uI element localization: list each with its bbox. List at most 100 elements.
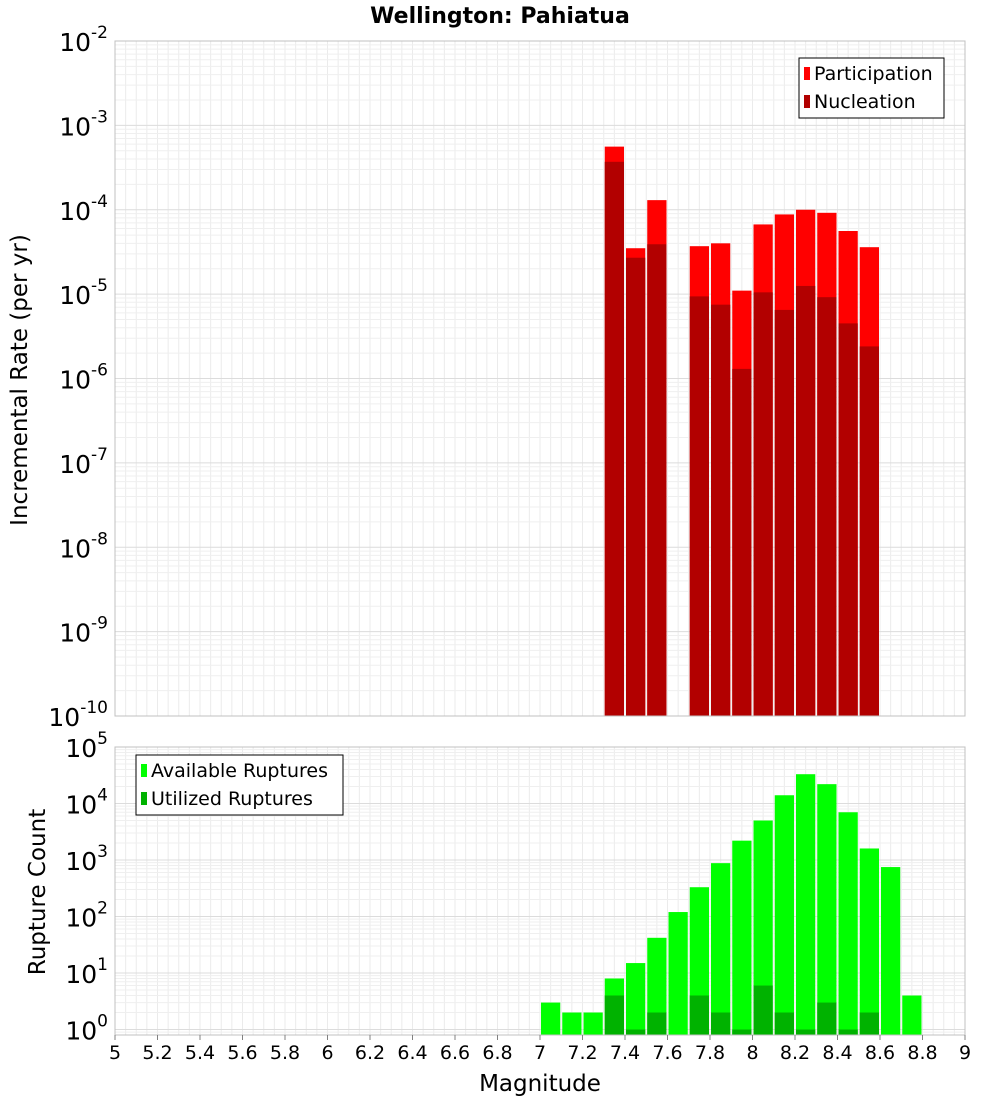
bar-nucleation xyxy=(774,309,794,716)
bar-utilized-ruptures xyxy=(817,1002,837,1035)
bar-nucleation xyxy=(647,244,667,717)
x-tick-label: 5 xyxy=(109,1042,121,1064)
y-tick-label: 100 xyxy=(65,1012,108,1046)
bar-nucleation xyxy=(604,161,624,716)
bar-available-ruptures xyxy=(838,812,858,1035)
x-tick-label: 8 xyxy=(746,1042,758,1064)
bar-available-ruptures xyxy=(753,820,773,1035)
bar-nucleation xyxy=(689,296,709,716)
x-tick-label: 8.2 xyxy=(780,1042,810,1064)
bar-available-ruptures xyxy=(626,963,646,1035)
bar-utilized-ruptures xyxy=(859,1012,879,1035)
bar-available-ruptures xyxy=(881,867,901,1035)
legend-swatch-utilized-ruptures xyxy=(141,792,147,805)
x-tick-label: 7.2 xyxy=(567,1042,597,1064)
y-tick-label: 10-2 xyxy=(59,23,108,57)
x-axis-title: Magnitude xyxy=(479,1071,601,1097)
legend-box xyxy=(798,57,945,119)
x-tick-label: 5.2 xyxy=(142,1042,172,1064)
bar-available-ruptures xyxy=(732,840,752,1035)
bar-utilized-ruptures xyxy=(774,1012,794,1035)
x-tick-label: 7.6 xyxy=(652,1042,682,1064)
bar-nucleation xyxy=(626,257,646,716)
x-tick-label: 8.8 xyxy=(907,1042,937,1064)
y-tick-label: 10-10 xyxy=(48,698,108,732)
bar-utilized-ruptures xyxy=(732,1029,752,1035)
rate-grid xyxy=(114,41,966,717)
y-tick-label: 104 xyxy=(65,786,108,820)
y-tick-label: 10-3 xyxy=(59,107,108,141)
rupture-count-panel: 100 101 102 103 104 105 5 5.2 5.4 5.6 5.8 6 6.2 6.4 6.… xyxy=(65,729,971,1064)
y-tick-label: 10-5 xyxy=(59,276,108,310)
x-tick-label: 5.8 xyxy=(270,1042,300,1064)
legend-swatch-available-ruptures xyxy=(141,764,147,777)
bottom-y-axis-title: Rupture Count xyxy=(25,809,51,975)
bar-available-ruptures xyxy=(711,863,731,1035)
y-tick-label: 10-7 xyxy=(59,445,108,479)
bar-available-ruptures xyxy=(562,1012,582,1035)
rate-y-tick-labels: 10-10 10-9 10-8 10-7 10-6 10-5 10-4 10-3 10-2 xyxy=(48,23,108,732)
bar-nucleation xyxy=(838,323,858,716)
x-tick-label: 9 xyxy=(959,1042,971,1064)
x-tick-label: 5.6 xyxy=(227,1042,257,1064)
x-tick-label: 8.6 xyxy=(865,1042,895,1064)
y-tick-label: 103 xyxy=(65,842,108,876)
chart-title: Wellington: Pahiatua xyxy=(370,4,630,29)
x-tick-label: 5.4 xyxy=(185,1042,215,1064)
x-tick-labels: 5 5.2 5.4 5.6 5.8 6 6.2 6.4 6.6 6.8 7 7.2 7.4 7.6 7.8 8… xyxy=(109,1035,971,1064)
count-series-utilized-ruptures xyxy=(604,985,879,1035)
legend-swatch-participation xyxy=(804,67,810,80)
bar-available-ruptures xyxy=(817,784,837,1035)
legend-swatch-nucleation xyxy=(804,95,810,108)
bar-nucleation xyxy=(753,292,773,716)
x-tick-label: 6.4 xyxy=(397,1042,427,1064)
y-tick-label: 10-4 xyxy=(59,192,108,226)
bar-available-ruptures xyxy=(541,1002,561,1035)
bar-available-ruptures xyxy=(647,937,667,1035)
legend-label-available-ruptures: Available Ruptures xyxy=(151,760,328,782)
bar-nucleation xyxy=(711,304,731,716)
bar-utilized-ruptures xyxy=(626,1029,646,1035)
bar-available-ruptures xyxy=(668,912,688,1035)
legend-label-nucleation: Nucleation xyxy=(814,91,916,113)
x-tick-label: 6 xyxy=(321,1042,333,1064)
x-tick-label: 7.8 xyxy=(695,1042,725,1064)
rate-plot-border xyxy=(114,40,966,717)
bar-nucleation xyxy=(796,285,816,716)
bar-available-ruptures xyxy=(774,795,794,1035)
y-tick-label: 10-8 xyxy=(59,529,108,563)
x-tick-label: 6.2 xyxy=(355,1042,385,1064)
legend-box xyxy=(135,754,344,816)
bar-nucleation xyxy=(859,346,879,716)
top-y-axis-title: Incremental Rate (per yr) xyxy=(7,234,33,526)
y-tick-label: 102 xyxy=(65,899,108,933)
bar-utilized-ruptures xyxy=(796,1029,816,1035)
bar-available-ruptures xyxy=(859,848,879,1035)
x-tick-label: 8.4 xyxy=(822,1042,852,1064)
bar-available-ruptures xyxy=(796,774,816,1035)
count-legend: Available Ruptures Utilized Ruptures xyxy=(135,754,344,816)
bar-available-ruptures xyxy=(902,995,922,1035)
x-tick-label: 6.6 xyxy=(440,1042,470,1064)
bar-nucleation xyxy=(817,297,837,716)
rate-legend: Participation Nucleation xyxy=(798,57,945,119)
y-tick-label: 10-9 xyxy=(59,614,108,648)
bar-utilized-ruptures xyxy=(711,1012,731,1035)
y-tick-label: 105 xyxy=(65,729,108,763)
legend-label-utilized-ruptures: Utilized Ruptures xyxy=(151,788,313,810)
bar-utilized-ruptures xyxy=(647,1012,667,1035)
y-tick-label: 101 xyxy=(65,955,108,989)
bar-utilized-ruptures xyxy=(753,985,773,1035)
bar-utilized-ruptures xyxy=(838,1029,858,1035)
x-tick-label: 6.8 xyxy=(482,1042,512,1064)
bar-available-ruptures xyxy=(583,1012,603,1035)
x-tick-label: 7.4 xyxy=(610,1042,640,1064)
rate-series-nucleation xyxy=(604,161,879,717)
bar-utilized-ruptures xyxy=(689,995,709,1035)
count-y-tick-labels: 100 101 102 103 104 105 xyxy=(65,729,108,1046)
bar-utilized-ruptures xyxy=(604,995,624,1035)
legend-label-participation: Participation xyxy=(814,63,933,85)
bar-nucleation xyxy=(732,368,752,716)
